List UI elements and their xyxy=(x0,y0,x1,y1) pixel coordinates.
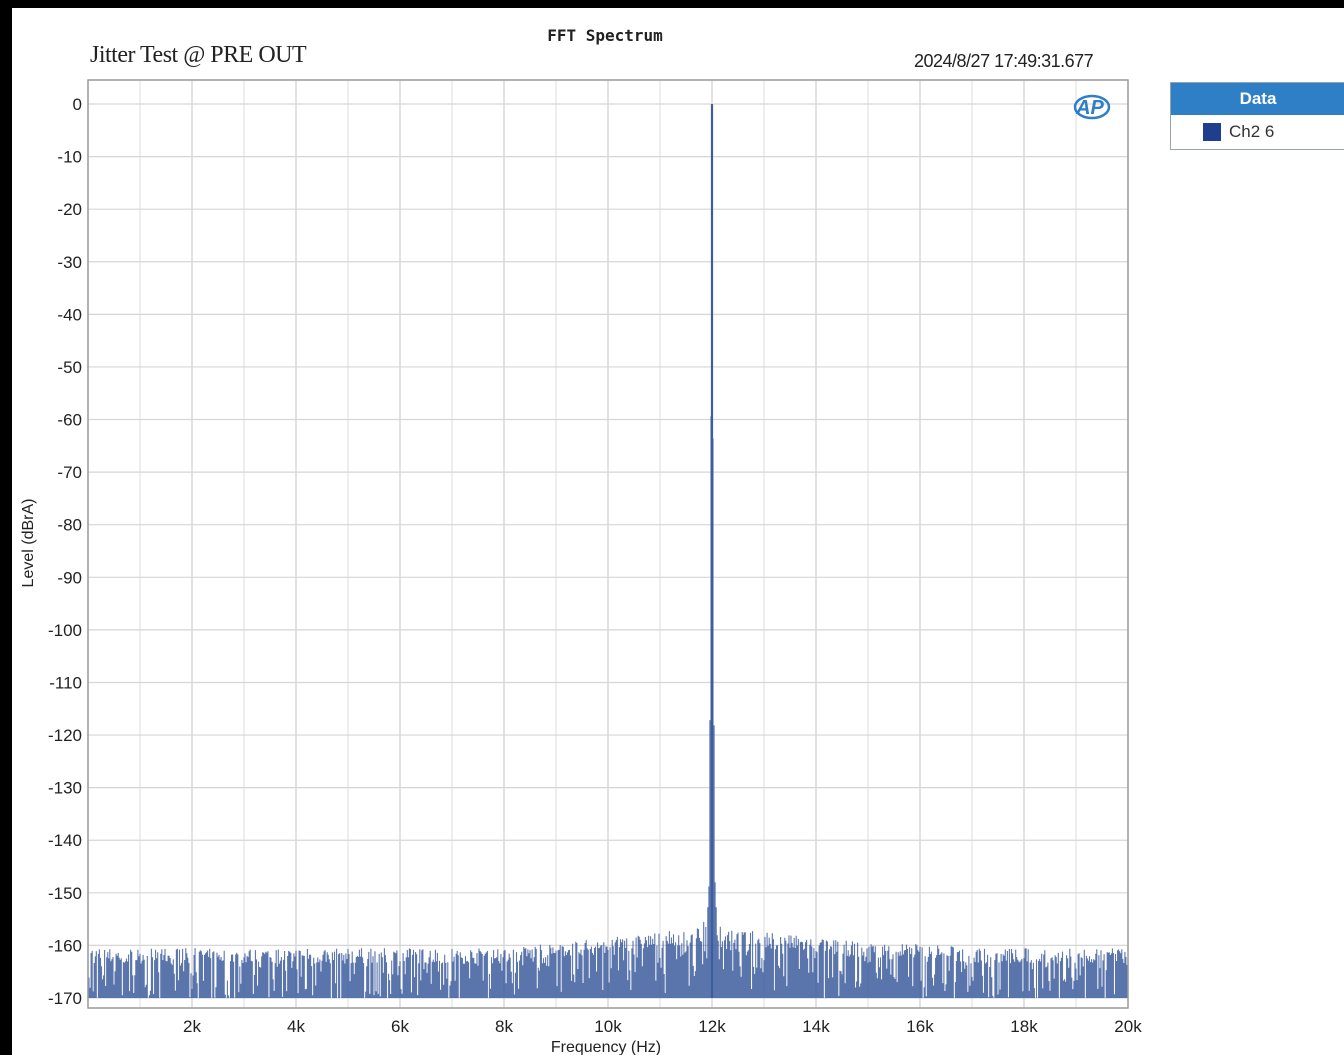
y-tick-label: -130 xyxy=(48,779,82,798)
plot-frame xyxy=(12,8,1344,1055)
y-tick-label: -50 xyxy=(57,358,82,377)
y-tick-label: -150 xyxy=(48,884,82,903)
y-tick-label: -40 xyxy=(57,305,82,324)
legend-item-label: Ch2 6 xyxy=(1229,122,1275,141)
y-tick-label: -110 xyxy=(49,673,82,692)
y-tick-label: -60 xyxy=(57,411,82,430)
legend-item-ch2[interactable]: Ch2 6 xyxy=(1171,115,1344,149)
grid xyxy=(88,80,1128,1008)
x-tick-label: 6k xyxy=(391,1017,409,1036)
x-tick-labels: 2k 4k 6k 8k 10k 12k 14k 16k 18k 20k xyxy=(183,1017,1142,1036)
y-tick-label: -20 xyxy=(57,200,82,219)
chart-subtitle: Jitter Test @ PRE OUT xyxy=(90,42,307,68)
plot-title: FFT Spectrum xyxy=(547,26,663,45)
y-tick-label: -90 xyxy=(57,568,82,587)
y-tick-labels: 0 -10 -20 -30 -40 -50 -60 -70 -80 -90 -100 -110 -120… xyxy=(48,95,82,1008)
timestamp: 2024/8/27 17:49:31.677 xyxy=(914,51,1094,71)
y-tick-label: -140 xyxy=(48,831,82,850)
x-tick-label: 4k xyxy=(287,1017,305,1036)
ap-logo-icon: AP xyxy=(1073,94,1111,120)
y-tick-label: -10 xyxy=(57,148,82,167)
y-axis-label: Level (dBrA) xyxy=(20,499,37,588)
x-tick-label: 8k xyxy=(495,1017,513,1036)
x-tick-label: 16k xyxy=(906,1017,934,1036)
x-axis-label: Frequency (Hz) xyxy=(551,1039,661,1055)
plot-border xyxy=(87,79,1129,1009)
y-tick-label: -70 xyxy=(57,463,82,482)
x-tick-label: 18k xyxy=(1010,1017,1038,1036)
y-tick-label: -80 xyxy=(57,516,82,535)
ap-logo-text: AP xyxy=(1075,97,1104,119)
legend-header: Data xyxy=(1171,83,1344,115)
x-tick-label: 2k xyxy=(183,1017,201,1036)
y-tick-label: -170 xyxy=(48,989,82,1008)
y-tick-label: 0 xyxy=(73,95,82,114)
x-tick-label: 14k xyxy=(802,1017,830,1036)
y-tick-label: -100 xyxy=(48,621,82,640)
x-tick-label: 20k xyxy=(1114,1017,1142,1036)
legend-panel: Data Ch2 6 xyxy=(1170,82,1344,150)
x-tick-label: 10k xyxy=(594,1017,622,1036)
x-tick-label: 12k xyxy=(698,1017,726,1036)
legend-swatch xyxy=(1203,123,1221,141)
y-tick-label: -120 xyxy=(48,726,82,745)
y-tick-label: -30 xyxy=(57,253,82,272)
y-tick-label: -160 xyxy=(48,936,82,955)
